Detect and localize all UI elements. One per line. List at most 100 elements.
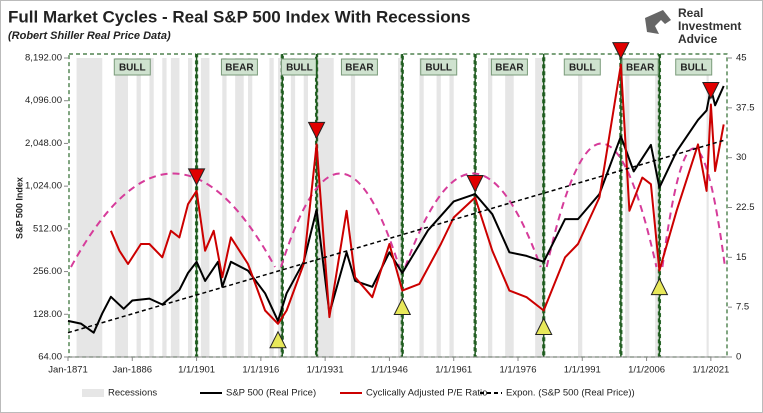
recession-band	[625, 58, 630, 357]
recession-band	[248, 58, 253, 357]
trough-marker	[534, 317, 553, 335]
y2-tick-label: 37.5	[736, 102, 755, 113]
cycle-label-box	[340, 58, 378, 76]
x-tick-label: 1/1/1931	[307, 365, 344, 376]
recession-band	[655, 58, 660, 357]
y2-tick-label: 0	[736, 352, 741, 363]
recession-band	[303, 58, 308, 357]
y-tick-label: 64.00	[38, 352, 62, 363]
legend-label: Expon. (S&P 500 (Real Price))	[506, 388, 635, 399]
cycle-label-box	[420, 58, 458, 76]
cycle-label: BULL	[680, 63, 707, 74]
y2-tick-label: 22.5	[736, 202, 755, 213]
x-tick-label: 1/1/1991	[564, 365, 601, 376]
chart-subtitle: (Robert Shiller Real Price Data)	[8, 30, 171, 42]
recession-band	[222, 58, 227, 357]
logo-text: Advice	[678, 32, 718, 46]
cycle-label-box	[563, 58, 601, 76]
logo: Real Investment Advice	[645, 6, 741, 46]
y2-tick-label: 30	[736, 152, 747, 163]
cycle-label: BEAR	[626, 63, 655, 74]
logo-text: Real	[678, 6, 703, 20]
y-axis-label: S&P 500 Index	[14, 177, 24, 239]
cycle-label-box	[113, 58, 151, 76]
peak-marker	[702, 82, 720, 100]
trough-marker	[269, 330, 287, 349]
legend-label: Recessions	[108, 388, 157, 399]
recession-band	[200, 58, 210, 357]
x-tick-label: 1/1/1976	[500, 365, 537, 376]
x-tick-label: Jan-1871	[48, 365, 88, 376]
x-tick-label: 1/1/1916	[242, 365, 279, 376]
recession-band	[162, 58, 167, 357]
cycle-label-box	[280, 58, 318, 76]
y2-tick-label: 15	[736, 252, 747, 263]
recession-band	[290, 58, 296, 357]
y-tick-label: 1,024.00	[25, 181, 62, 192]
cycle-label: BULL	[119, 63, 146, 74]
x-tick-label: 1/1/1961	[435, 365, 472, 376]
recession-band	[398, 58, 403, 357]
recession-band	[535, 58, 544, 357]
recession-band	[419, 58, 424, 357]
series-line	[67, 139, 724, 334]
cycle-label: BULL	[569, 63, 596, 74]
x-tick-label: Jan-1886	[112, 365, 152, 376]
x-tick-label: 1/1/1901	[178, 365, 215, 376]
cycle-arc	[545, 142, 658, 268]
logo-text: Investment	[678, 19, 741, 33]
y-tick-label: 8,192.00	[25, 53, 62, 64]
chart-title: Full Market Cycles - Real S&P 500 Index …	[8, 7, 471, 26]
recession-band	[188, 58, 193, 357]
cycle-label: BEAR	[495, 63, 524, 74]
y2-tick-label: 7.5	[736, 302, 749, 313]
y-tick-label: 256.00	[33, 266, 62, 277]
recession-band	[488, 58, 493, 357]
recession-band	[76, 58, 103, 357]
legend-label: Cyclically Adjusted P/E Ratio	[366, 388, 487, 399]
cycle-label-box	[675, 58, 713, 76]
x-tick-label: 1/1/1946	[371, 365, 408, 376]
x-tick-label: 1/1/2006	[628, 365, 665, 376]
series-line	[67, 85, 725, 334]
recession-band	[578, 58, 583, 357]
recession-band	[436, 58, 441, 357]
y-tick-label: 4,096.00	[25, 95, 62, 106]
peak-marker	[466, 175, 484, 193]
y-tick-label: 128.00	[33, 309, 62, 320]
recession-band	[269, 58, 274, 357]
cycle-label-box	[621, 58, 659, 76]
y-tick-label: 512.00	[33, 223, 62, 234]
recession-band	[235, 58, 244, 357]
trough-marker	[393, 297, 412, 316]
cycle-label: BULL	[286, 63, 313, 74]
peak-marker	[612, 42, 630, 60]
trough-marker	[650, 277, 669, 296]
y-tick-label: 2,048.00	[25, 138, 62, 149]
logo-icon	[645, 10, 671, 34]
cycle-label: BEAR	[345, 63, 374, 74]
cycle-label: BULL	[425, 63, 452, 74]
recession-band	[170, 58, 180, 357]
recession-band	[136, 58, 141, 357]
cycle-arc	[280, 172, 401, 268]
recession-band	[115, 58, 128, 357]
recession-band	[350, 58, 356, 357]
legend-swatch	[82, 389, 104, 397]
peak-marker	[187, 168, 206, 187]
recession-band	[706, 58, 709, 357]
cycle-label: BEAR	[225, 63, 254, 74]
recession-band	[149, 58, 154, 357]
legend-label: S&P 500 (Real Price)	[226, 388, 316, 399]
recession-band	[505, 58, 514, 357]
cycle-arc	[404, 172, 542, 268]
series-line	[109, 63, 725, 325]
recession-band	[278, 58, 283, 357]
peak-marker	[307, 121, 326, 140]
cycle-label-box	[490, 58, 528, 76]
y2-tick-label: 45	[736, 53, 747, 64]
x-tick-label: 1/1/2021	[692, 365, 729, 376]
recession-band	[449, 58, 454, 357]
cycle-label-box	[220, 58, 258, 76]
